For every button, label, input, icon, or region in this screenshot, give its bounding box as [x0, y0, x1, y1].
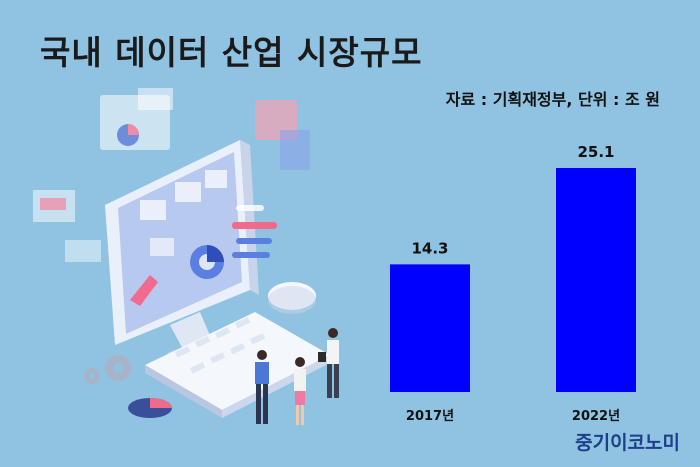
x-tick-label-0: 2017년 — [406, 409, 454, 424]
bar-0 — [390, 264, 470, 392]
x-tick-label-1: 2022년 — [572, 409, 620, 424]
brand-logo: 중기이코노미 — [575, 432, 680, 454]
data-label-0: 14.3 — [411, 239, 448, 257]
data-label-1: 25.1 — [577, 143, 614, 161]
chart-title: 국내 데이터 산업 시장규모 — [40, 33, 423, 72]
bar-1 — [556, 168, 636, 392]
source-note: 자료 : 기획재정부, 단위 : 조 원 — [445, 90, 660, 109]
